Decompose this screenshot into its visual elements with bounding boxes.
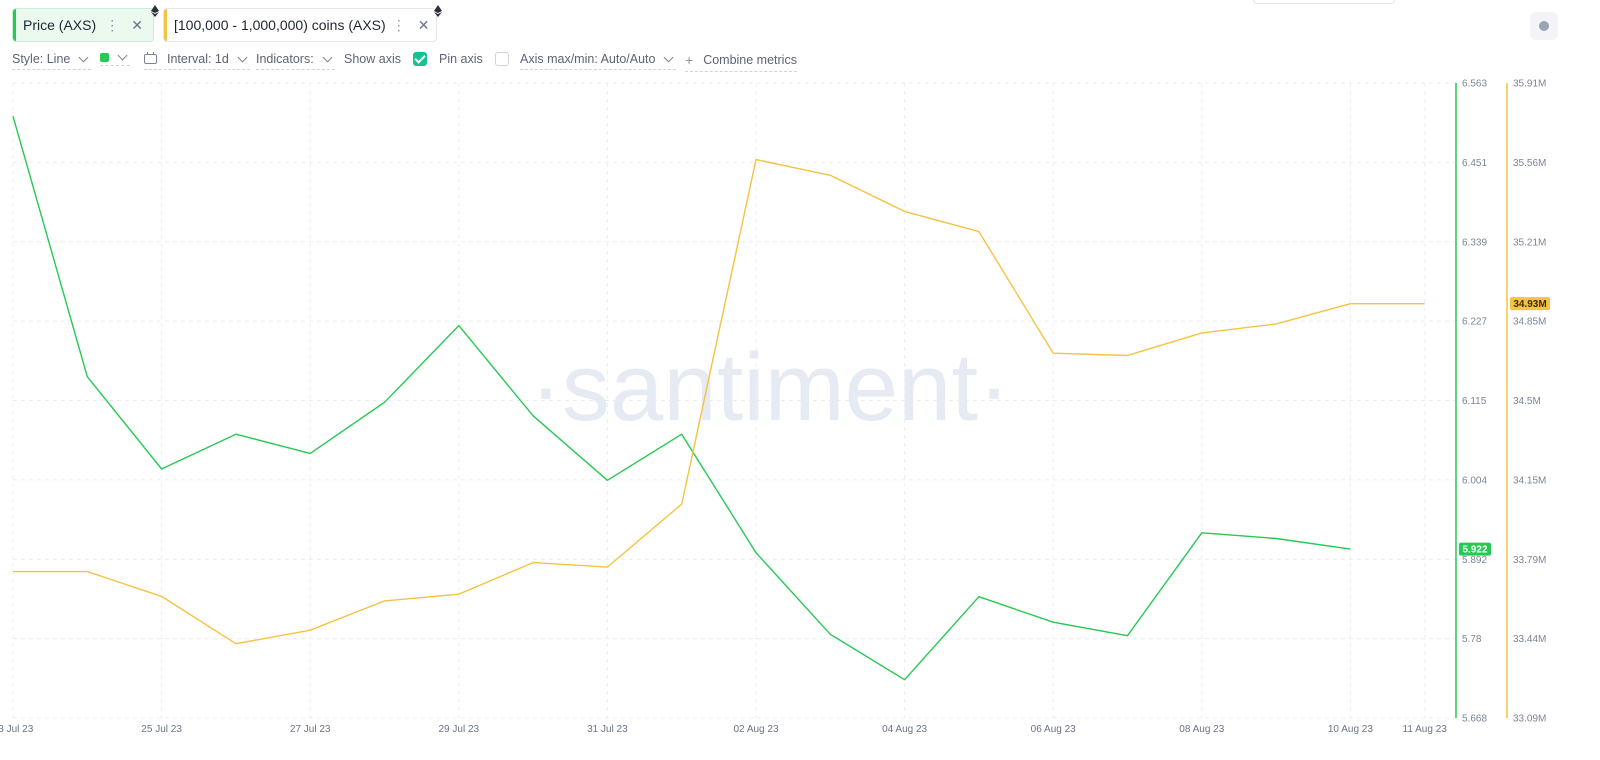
more-options-icon[interactable]: ⋮ <box>391 16 406 33</box>
x-tick-label: 08 Aug 23 <box>1179 724 1224 735</box>
axis-maxmin-dropdown[interactable]: Axis max/min: Auto/Auto <box>520 52 677 70</box>
x-tick-label: 02 Aug 23 <box>733 724 778 735</box>
y-tick-label-right: 34.5M <box>1513 396 1541 407</box>
interval-dropdown[interactable]: Interval: 1d <box>144 52 250 70</box>
color-dropdown[interactable] <box>100 50 130 66</box>
x-tick-label: 31 Jul 23 <box>587 724 628 735</box>
calendar-icon <box>144 52 157 64</box>
y-tick-label-right: 34.85M <box>1513 317 1546 328</box>
more-options-icon[interactable]: ⋮ <box>105 16 120 33</box>
indicators-label: Indicators: <box>256 52 314 66</box>
show-axis-toggle[interactable]: Show axis <box>344 52 427 69</box>
y-tick-label-left: 6.339 <box>1462 237 1487 248</box>
dot-icon <box>1539 21 1549 31</box>
pin-axis-label: Pin axis <box>439 52 483 66</box>
y-tick-label-right: 35.21M <box>1513 237 1546 248</box>
series-line-0 <box>12 116 1351 681</box>
x-tick-label: 25 Jul 23 <box>141 724 182 735</box>
y-tick-label-right: 35.56M <box>1513 158 1546 169</box>
y-tick-label-right: 35.91M <box>1513 79 1546 90</box>
combine-metrics-label: Combine metrics <box>703 53 797 67</box>
y-tick-label-left: 5.668 <box>1462 714 1487 725</box>
x-tick-label: 27 Jul 23 <box>290 724 331 735</box>
santiment-watermark: ·santiment· <box>530 334 1010 441</box>
y-axis-right: 35.91M 35.56M 35.21M 34.85M 34.5M 34.15M 33.79… <box>1506 79 1546 725</box>
pin-axis-checkbox[interactable] <box>494 52 509 66</box>
y-tick-label-right: 34.15M <box>1513 475 1546 486</box>
metric-tab-label: Price (AXS) <box>23 17 97 33</box>
grid-lines <box>12 82 1456 719</box>
show-axis-checkbox[interactable] <box>412 52 427 66</box>
ethereum-icon <box>434 5 442 17</box>
y-tick-label-left: 6.227 <box>1462 317 1487 328</box>
last-value-label: 5.922 <box>1462 545 1487 556</box>
series-layer <box>12 116 1425 681</box>
y-axis-left: 6.563 6.451 6.339 6.227 6.115 6.004 5.892 5.78 5… <box>1455 79 1487 725</box>
x-tick-label: 06 Aug 23 <box>1031 724 1076 735</box>
ethereum-icon <box>151 5 159 17</box>
last-value-badge <box>1510 297 1550 311</box>
color-swatch-icon <box>100 52 109 62</box>
metric-color-bar <box>13 9 16 41</box>
y-tick-label-right: 33.79M <box>1513 555 1546 566</box>
combine-metrics-button[interactable]: + Combine metrics <box>685 52 797 72</box>
y-tick-label-right: 33.09M <box>1513 714 1546 725</box>
metric-tab-label: [100,000 - 1,000,000) coins (AXS) <box>174 17 386 33</box>
x-tick-label: 11 Aug 23 <box>1403 724 1448 735</box>
x-tick-label: 29 Jul 23 <box>439 724 480 735</box>
x-tick-label: 10 Aug 23 <box>1328 724 1373 735</box>
close-icon[interactable]: ✕ <box>131 16 143 33</box>
x-tick-label: 23 Jul 23 <box>0 724 34 735</box>
series-line-1 <box>13 158 1425 645</box>
close-icon[interactable]: ✕ <box>417 16 430 33</box>
x-tick-label: 04 Aug 23 <box>882 724 927 735</box>
show-axis-label: Show axis <box>344 52 401 66</box>
indicators-dropdown[interactable]: Indicators: <box>256 52 335 70</box>
y-tick-label-right: 33.44M <box>1513 634 1546 645</box>
metric-color-bar <box>164 9 167 41</box>
style-dropdown[interactable]: Style: Line <box>12 52 92 70</box>
y-tick-label-left: 6.115 <box>1462 396 1487 407</box>
pin-axis-toggle[interactable]: Pin axis <box>439 52 509 69</box>
metric-tab-coins[interactable]: [100,000 - 1,000,000) coins (AXS) ⋮ ✕ <box>163 5 442 42</box>
last-value-badge <box>1459 542 1491 556</box>
y-tick-label-left: 6.563 <box>1462 79 1487 90</box>
last-value-label: 34.93M <box>1513 299 1546 310</box>
plus-icon: + <box>685 52 694 68</box>
style-label: Style: Line <box>12 52 71 66</box>
settings-button[interactable] <box>1530 12 1558 40</box>
axis-maxmin-label: Axis max/min: Auto/Auto <box>520 52 656 66</box>
y-tick-label-left: 5.892 <box>1462 555 1487 566</box>
interval-label: Interval: 1d <box>167 52 229 66</box>
y-tick-label-left: 6.451 <box>1462 158 1487 169</box>
x-axis: 23 Jul 23 25 Jul 23 27 Jul 23 29 Jul 23 31 J… <box>0 724 1447 735</box>
y-tick-label-left: 6.004 <box>1462 475 1487 486</box>
last-value-badges: 5.922 34.93M <box>1459 297 1550 556</box>
metric-tab-price[interactable]: Price (AXS) ⋮ ✕ <box>12 5 159 42</box>
y-tick-label-left: 5.78 <box>1462 634 1482 645</box>
